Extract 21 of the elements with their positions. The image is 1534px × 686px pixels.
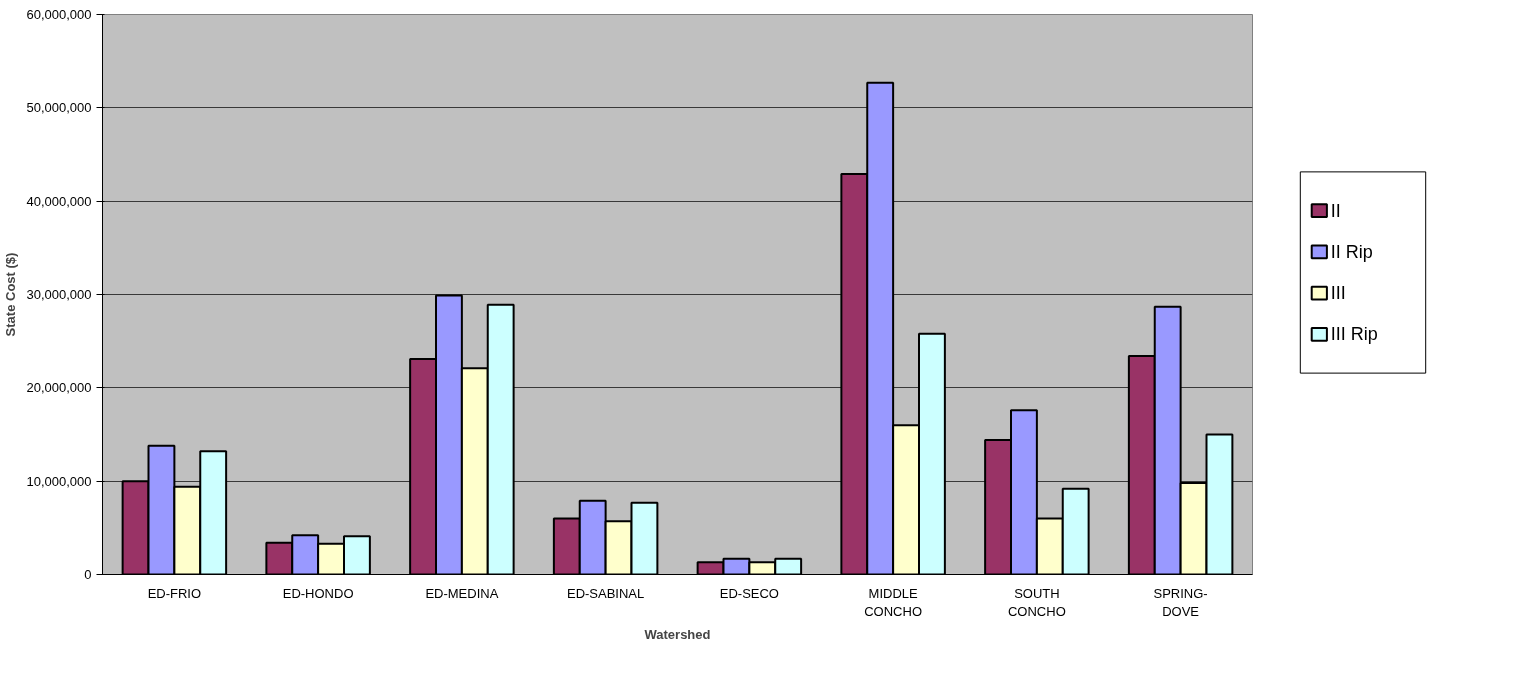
y-tick-label: 40,000,000 (26, 193, 92, 209)
x-tick-label: ED-SABINAL (566, 585, 645, 601)
y-tick-label: 60,000,000 (26, 7, 92, 22)
y-tick-label: 50,000,000 (26, 100, 92, 116)
x-axis-title: Watershed (644, 626, 711, 642)
x-tick-label: ED-MEDINA (425, 585, 499, 601)
x-tick-label: SOUTH CONCHO (1007, 585, 1066, 619)
y-tick-label: 0 (84, 567, 92, 582)
y-tick-label: 10,000,000 (26, 473, 92, 489)
y-tick-label: 20,000,000 (26, 380, 92, 396)
y-axis-title: State Cost ($) (3, 252, 19, 337)
x-tick-label: ED-SECO (719, 585, 779, 601)
legend-label: III (1330, 283, 1346, 304)
legend-label: II Rip (1330, 241, 1373, 262)
legend-label: III Rip (1330, 324, 1378, 345)
x-tick-label: SPRING- DOVE (1153, 585, 1208, 619)
x-tick-label: ED-HONDO (282, 585, 354, 601)
x-tick-label: MIDDLE CONCHO (864, 585, 923, 619)
x-tick-label: ED-FRIO (147, 585, 202, 601)
legend-label: II (1330, 200, 1341, 221)
y-tick-label: 30,000,000 (26, 287, 92, 302)
